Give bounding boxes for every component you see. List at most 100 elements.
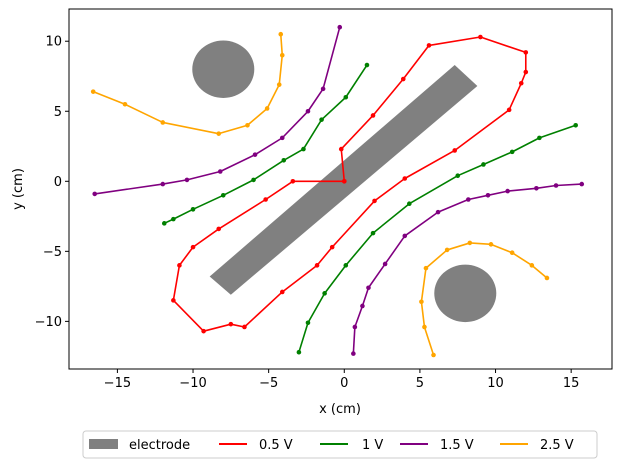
series-1-5-v-point-0-7 xyxy=(320,86,326,92)
series-2-5-v-point-0-4 xyxy=(245,122,250,128)
series-1-v-point-1-4 xyxy=(370,230,376,236)
series-1-v-point-1-0 xyxy=(296,349,302,355)
series-1-v-point-0-1 xyxy=(171,216,176,222)
series-2-5-v-point-0-7 xyxy=(279,52,285,58)
series-0-5-v-point-0-10 xyxy=(279,289,285,295)
series-1-v-point-1-7 xyxy=(481,162,486,167)
legend-15v-label: 1.5 V xyxy=(440,438,474,453)
series-1-5-v-point-1-10 xyxy=(534,185,539,191)
series-1-v-point-1-10 xyxy=(573,122,578,128)
series-1-v-point-0-5 xyxy=(281,157,287,163)
series-2-5-v-point-1-7 xyxy=(509,250,515,256)
series-1-v-point-1-1 xyxy=(305,320,311,326)
legend-25v-label: 2.5 V xyxy=(540,438,574,453)
series-1-5-v-point-0-6 xyxy=(305,108,311,114)
legend-electrode-swatch xyxy=(89,439,118,449)
series-1-v-line-0 xyxy=(163,64,368,225)
series-1-5-v-point-1-5 xyxy=(402,233,408,239)
series-2-5-v-point-0-8 xyxy=(278,31,284,37)
x-tick-label: −10 xyxy=(179,376,206,391)
series-1-v-point-0-7 xyxy=(319,117,324,122)
y-tick-label: 10 xyxy=(45,35,62,50)
series-0-5-v-point-0-13 xyxy=(372,198,377,204)
series-2-5-v-point-1-0 xyxy=(431,352,436,358)
series-1-5-v-point-0-2 xyxy=(184,177,190,183)
series-1-v-point-1-2 xyxy=(322,291,327,296)
y-tick-label: −5 xyxy=(43,245,62,260)
series-1-5-v-point-1-2 xyxy=(360,303,365,309)
legend-electrode-label: electrode xyxy=(129,438,190,453)
series-1-v-point-1-9 xyxy=(537,135,542,141)
legend: electrode 0.5 V 1 V 1.5 V 2.5 V xyxy=(82,430,598,459)
x-tick-label: 10 xyxy=(487,376,504,391)
x-tick-label: 0 xyxy=(340,376,348,391)
series-1-v-point-1-8 xyxy=(509,149,515,155)
series-1-5-v-point-1-4 xyxy=(382,261,388,267)
series-1-5-v-point-0-3 xyxy=(217,169,223,174)
series-0-5-v-point-0-8 xyxy=(228,321,234,327)
series-1-v-point-0-9 xyxy=(364,62,370,68)
series-0-5-v-point-0-17 xyxy=(518,80,524,86)
series-2-5-v-point-0-0 xyxy=(90,89,96,94)
series-2-5-v-point-1-3 xyxy=(423,265,429,271)
series-0-5-v-line-0 xyxy=(172,36,527,332)
y-tick-label: 0 xyxy=(54,175,62,190)
series-2-5-v-point-0-6 xyxy=(276,82,282,87)
axes-frame xyxy=(68,8,613,370)
series-2-5-v-point-1-6 xyxy=(488,242,494,247)
legend-05v-label: 0.5 V xyxy=(259,438,293,453)
x-axis-label: x (cm) xyxy=(319,402,361,417)
series-0-5-v-point-0-6 xyxy=(171,298,176,303)
series-0-5-v-point-0-12 xyxy=(329,244,335,250)
series-0-5-v-point-0-14 xyxy=(402,176,408,181)
series-0-5-v-point-0-2 xyxy=(263,197,268,202)
y-tick-label: −10 xyxy=(35,315,62,330)
series-group xyxy=(90,24,585,358)
series-1-5-v-point-1-9 xyxy=(505,188,510,194)
series-1-5-v-point-0-8 xyxy=(337,24,343,30)
series-0-5-v-point-0-15 xyxy=(452,148,457,153)
series-1-v-point-0-4 xyxy=(251,177,256,183)
series-2-5-v-point-1-4 xyxy=(444,247,450,253)
series-0-5-v-point-0-22 xyxy=(400,76,406,82)
series-0-5-v-point-0-5 xyxy=(177,263,182,268)
series-2-5-v-point-0-3 xyxy=(216,131,222,136)
series-1-5-v-point-1-8 xyxy=(485,193,491,198)
series-0-5-v-point-0-16 xyxy=(506,107,512,113)
series-0-5-v-point-0-11 xyxy=(314,263,320,268)
electrode-disc-1 xyxy=(192,40,255,98)
electrode-disc-2 xyxy=(434,264,497,323)
y-axis-label: y (cm) xyxy=(11,168,26,210)
series-0-5-v-point-0-25 xyxy=(341,178,347,184)
series-1-5-v-point-1-11 xyxy=(553,183,559,188)
x-axis-ticks: −15 −10 −5 0 5 10 15 xyxy=(104,369,580,391)
series-2-5-v-point-1-8 xyxy=(529,263,535,268)
series-1-5-v-point-1-6 xyxy=(435,209,441,215)
series-1-v-point-1-5 xyxy=(407,201,412,207)
series-2-5-v-point-1-9 xyxy=(544,275,550,281)
series-1-v-point-0-3 xyxy=(220,193,226,198)
series-2-5-v-point-0-5 xyxy=(264,106,270,111)
x-tick-label: −15 xyxy=(104,376,131,391)
x-tick-label: 15 xyxy=(563,376,580,391)
series-1-5-v-point-0-1 xyxy=(160,181,166,187)
series-1-5-v-point-1-7 xyxy=(466,197,471,202)
series-1-v-point-0-6 xyxy=(301,146,306,152)
series-0-5-v-point-0-9 xyxy=(242,324,247,330)
series-1-v-point-0-2 xyxy=(190,207,196,212)
y-axis-ticks: −10 −5 0 5 10 xyxy=(35,35,69,330)
series-0-5-v-point-0-21 xyxy=(426,43,432,48)
series-0-5-v-point-0-1 xyxy=(290,178,296,184)
series-0-5-v-point-0-7 xyxy=(201,328,206,334)
series-2-5-v-point-0-2 xyxy=(160,120,166,125)
series-1-v-point-0-0 xyxy=(161,221,167,226)
series-0-5-v-point-0-19 xyxy=(523,50,529,55)
series-1-5-v-point-1-12 xyxy=(579,181,585,187)
series-1-5-v-point-0-0 xyxy=(92,191,98,197)
x-tick-label: −5 xyxy=(259,376,278,391)
series-1-5-v-point-1-0 xyxy=(351,351,356,356)
series-1-5-v-point-0-4 xyxy=(252,152,258,157)
series-2-5-v-line-1 xyxy=(420,242,548,356)
legend-1v-label: 1 V xyxy=(362,438,383,453)
series-1-5-v-point-1-1 xyxy=(352,324,358,330)
